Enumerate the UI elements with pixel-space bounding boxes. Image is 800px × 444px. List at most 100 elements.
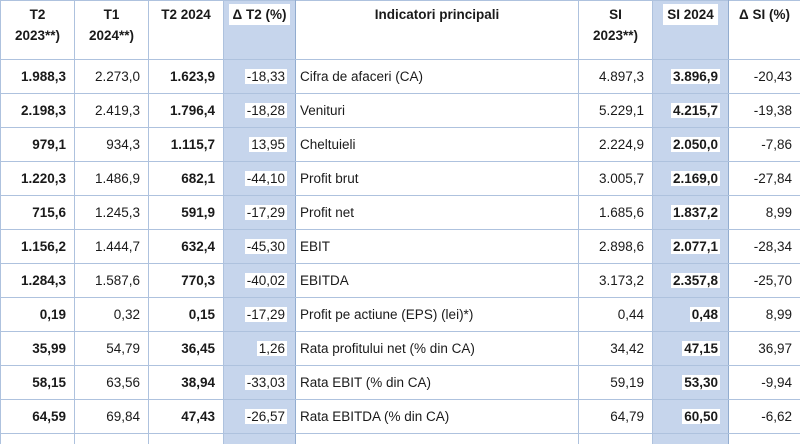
cell-delta-t2: 1,26: [223, 331, 296, 366]
cell-si-2023: 59,19: [578, 365, 653, 400]
value-highlight: 2.050,0: [670, 137, 720, 152]
partial-cell-delta-t2: [223, 433, 296, 444]
cell-t2-2024: 38,94: [148, 365, 224, 400]
value-highlight: 1,26: [256, 341, 287, 356]
value-highlight: 2.169,0: [670, 171, 720, 186]
cell-delta-si: -28,34: [728, 229, 800, 264]
cell-si-2024: 2.357,8: [652, 263, 729, 298]
cell-delta-si: -19,38: [728, 93, 800, 128]
value-highlight: -33,03: [244, 375, 287, 390]
cell-si-2023: 0,44: [578, 297, 653, 332]
cell-indicator: Cifra de afaceri (CA): [295, 59, 579, 94]
header-delta-t2: Δ T2 (%): [223, 0, 296, 60]
partial-cell-t1-2024: [74, 433, 149, 444]
header-si-2024: SI 2024: [652, 0, 729, 60]
value-highlight: -40,02: [244, 273, 287, 288]
cell-t2-2023: 58,15: [0, 365, 75, 400]
table-row: 64,59 69,84 47,43 -26,57 Rata EBITDA (% din …: [0, 399, 800, 434]
cell-t1-2024: 2.273,0: [74, 59, 149, 94]
header-row: T2 2023**) T1 2024**) T2 2024 Δ T2 (%) Indicat…: [0, 0, 800, 60]
header-t2-2023: T2 2023**): [0, 0, 75, 60]
cell-indicator: Profit net: [295, 195, 579, 230]
value-highlight: -18,28: [244, 103, 287, 118]
cell-t2-2024: 1.796,4: [148, 93, 224, 128]
cell-t2-2023: 715,6: [0, 195, 75, 230]
cell-si-2024: 2.077,1: [652, 229, 729, 264]
partial-cell-si-2023: [578, 433, 653, 444]
partial-cell-t2-2023: [0, 433, 75, 444]
cell-si-2024: 53,30: [652, 365, 729, 400]
header-delta-si: Δ SI (%): [728, 0, 800, 60]
cell-t1-2024: 934,3: [74, 127, 149, 162]
cell-t2-2023: 979,1: [0, 127, 75, 162]
cell-t1-2024: 0,32: [74, 297, 149, 332]
cell-indicator: EBIT: [295, 229, 579, 264]
cell-t2-2023: 64,59: [0, 399, 75, 434]
value-highlight: -44,10: [244, 171, 287, 186]
value-highlight: 1.837,2: [670, 205, 720, 220]
cell-t1-2024: 1.587,6: [74, 263, 149, 298]
table-row: 1.156,2 1.444,7 632,4 -45,30 EBIT 2.898,6 2.07…: [0, 229, 800, 264]
cell-t1-2024: 63,56: [74, 365, 149, 400]
cell-si-2023: 4.897,3: [578, 59, 653, 94]
cell-si-2024: 3.896,9: [652, 59, 729, 94]
table-body: 1.988,3 2.273,0 1.623,9 -18,33 Cifra de afac…: [0, 59, 800, 444]
cell-si-2023: 3.005,7: [578, 161, 653, 196]
cell-indicator: Rata profitului net (% din CA): [295, 331, 579, 366]
cell-t2-2024: 47,43: [148, 399, 224, 434]
value-highlight: 4.215,7: [670, 103, 720, 118]
partial-cell-si-2024: [652, 433, 729, 444]
cell-si-2024: 0,48: [652, 297, 729, 332]
cell-t1-2024: 1.245,3: [74, 195, 149, 230]
value-highlight: -18,33: [244, 69, 287, 84]
partial-cell-indicator: [295, 433, 579, 444]
table-row: 1.988,3 2.273,0 1.623,9 -18,33 Cifra de afac…: [0, 59, 800, 94]
cell-t2-2023: 1.220,3: [0, 161, 75, 196]
cell-t1-2024: 1.486,9: [74, 161, 149, 196]
cell-delta-si: -20,43: [728, 59, 800, 94]
value-highlight: -17,29: [244, 307, 287, 322]
cell-t2-2024: 36,45: [148, 331, 224, 366]
cell-delta-si: -6,62: [728, 399, 800, 434]
cell-si-2024: 2.050,0: [652, 127, 729, 162]
cell-si-2024: 47,15: [652, 331, 729, 366]
value-highlight: 2.077,1: [670, 239, 720, 254]
cell-si-2023: 2.224,9: [578, 127, 653, 162]
cell-delta-t2: -40,02: [223, 263, 296, 298]
table-row: 58,15 63,56 38,94 -33,03 Rata EBIT (% din CA…: [0, 365, 800, 400]
cell-indicator: Profit pe actiune (EPS) (lei)*): [295, 297, 579, 332]
cell-delta-t2: -18,28: [223, 93, 296, 128]
cell-delta-t2: -45,30: [223, 229, 296, 264]
cell-si-2023: 64,79: [578, 399, 653, 434]
value-highlight: -17,29: [244, 205, 287, 220]
value-highlight: 47,15: [682, 341, 720, 356]
cell-t2-2024: 682,1: [148, 161, 224, 196]
cell-si-2024: 60,50: [652, 399, 729, 434]
value-highlight: 3.896,9: [670, 69, 720, 84]
cell-t1-2024: 2.419,3: [74, 93, 149, 128]
value-highlight: 2.357,8: [670, 273, 720, 288]
cell-delta-si: -9,94: [728, 365, 800, 400]
cell-delta-si: -27,84: [728, 161, 800, 196]
cell-indicator: Rata EBITDA (% din CA): [295, 399, 579, 434]
header-label-highlight: Δ T2 (%): [228, 4, 291, 25]
cell-indicator: EBITDA: [295, 263, 579, 298]
partial-cell-delta-si: [728, 433, 800, 444]
value-highlight: 13,95: [249, 137, 287, 152]
cell-t2-2024: 591,9: [148, 195, 224, 230]
cell-t1-2024: 1.444,7: [74, 229, 149, 264]
cell-t2-2024: 1.115,7: [148, 127, 224, 162]
value-highlight: 53,30: [682, 375, 720, 390]
cell-t2-2023: 2.198,3: [0, 93, 75, 128]
cell-indicator: Rata EBIT (% din CA): [295, 365, 579, 400]
table-row: 715,6 1.245,3 591,9 -17,29 Profit net 1.685,6…: [0, 195, 800, 230]
cell-si-2023: 34,42: [578, 331, 653, 366]
cell-delta-t2: -18,33: [223, 59, 296, 94]
cell-si-2023: 2.898,6: [578, 229, 653, 264]
cell-t2-2023: 35,99: [0, 331, 75, 366]
table-row: 1.220,3 1.486,9 682,1 -44,10 Profit brut 3.00…: [0, 161, 800, 196]
cell-delta-t2: -44,10: [223, 161, 296, 196]
header-si-2023: SI 2023**): [578, 0, 653, 60]
cell-delta-si: 8,99: [728, 297, 800, 332]
cell-delta-t2: -17,29: [223, 297, 296, 332]
